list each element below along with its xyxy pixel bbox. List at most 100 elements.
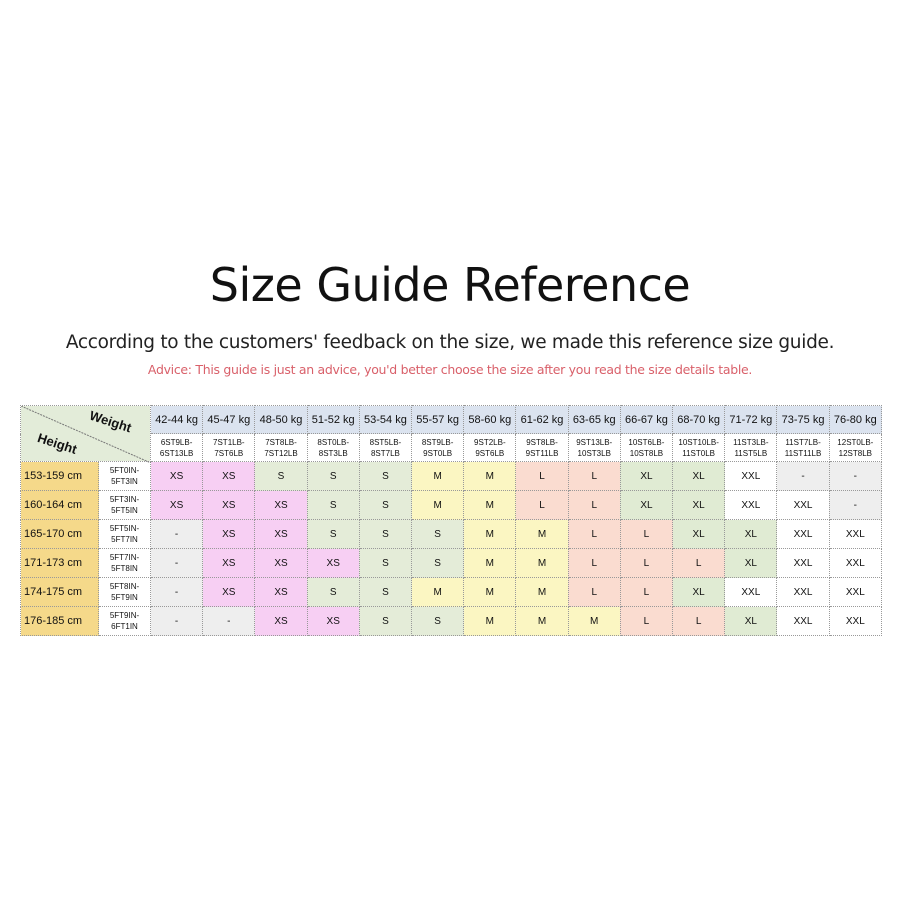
size-cell: XS [202,577,256,607]
size-cell: S [358,519,413,549]
weight-st-header: 8ST0LB- 8ST3LB [306,433,360,462]
size-cell: XS [306,548,360,578]
advice-note: Advice: This guide is just an advice, yo… [147,362,753,377]
size-cell: XXL [828,519,883,549]
size-cell: S [358,461,413,491]
weight-kg-header: 66-67 kg [619,405,674,434]
table-row: 160-164 cm 5FT3IN- 5FT5IN XS XS XS S S M M L L XL XL X… [20,490,883,520]
size-cell: XL [724,519,778,549]
weight-st-header: 8ST5LB- 8ST7LB [358,433,413,462]
size-cell: - [828,461,883,491]
size-cell: L [619,548,674,578]
size-cell: S [254,461,308,491]
weight-kg-header: 68-70 kg [672,405,726,434]
weight-st-header: 10ST10LB- 11ST0LB [672,433,726,462]
size-cell: M [411,577,465,607]
table-row: 176-185 cm 5FT9IN- 6FT1IN - - XS XS S S M M M L L XL XX… [20,606,883,636]
size-cell: L [567,461,621,491]
size-cell: S [358,577,413,607]
size-cell: S [358,606,413,636]
size-cell: XXL [776,519,830,549]
size-cell: - [828,490,883,520]
size-cell: - [149,577,204,607]
size-cell: - [149,519,204,549]
weight-kg-header: 63-65 kg [567,405,621,434]
size-cell: XS [202,461,256,491]
size-cell: M [567,606,621,636]
size-cell: XS [149,461,204,491]
weight-st-header: 6ST9LB- 6ST13LB [149,433,204,462]
size-cell: M [515,606,569,636]
size-cell: L [567,577,621,607]
weight-st-header: 7ST1LB- 7ST6LB [202,433,256,462]
table-row: 153-159 cm 5FT0IN- 5FT3IN XS XS S S S M M L L XL XL XX… [20,461,883,491]
size-cell: S [411,519,465,549]
weight-st-header: 9ST13LB- 10ST3LB [567,433,621,462]
size-cell: XL [672,519,726,549]
size-cell: XXL [776,606,830,636]
size-cell: XXL [724,577,778,607]
size-cell: XL [672,461,726,491]
size-cell: L [567,490,621,520]
size-cell: XL [724,548,778,578]
size-cell: XS [254,519,308,549]
size-cell: XL [619,461,674,491]
height-cm: 171-173 cm [20,548,99,578]
subtitle: According to the customers' feedback on … [65,332,835,353]
weight-st-header: 8ST9LB- 9ST0LB [411,433,465,462]
size-cell: XL [724,606,778,636]
weight-kg-header: 71-72 kg [724,405,778,434]
size-cell: M [515,577,569,607]
weight-st-header: 10ST6LB- 10ST8LB [619,433,674,462]
size-cell: M [411,490,465,520]
size-cell: S [306,461,360,491]
size-cell: L [515,461,569,491]
size-cell: XS [202,519,256,549]
size-cell: S [358,490,413,520]
header-row-kg: Weight Height 42-44 kg 45-47 kg 48-50 kg 51-5… [20,405,883,463]
height-ft: 5FT0IN- 5FT3IN [98,461,151,491]
size-cell: XXL [724,490,778,520]
weight-kg-header: 58-60 kg [463,405,517,434]
corner-header: Weight Height [20,405,151,463]
size-cell: S [306,519,360,549]
size-cell: L [619,577,674,607]
size-cell: XS [202,548,256,578]
size-cell: XXL [828,577,883,607]
size-table: Weight Height 42-44 kg 45-47 kg 48-50 kg 51-5… [20,405,883,636]
size-cell: XL [672,577,726,607]
size-cell: - [149,548,204,578]
size-cell: M [463,461,517,491]
size-cell: L [567,519,621,549]
size-cell: L [672,606,726,636]
weight-st-header: 12ST0LB- 12ST8LB [828,433,883,462]
size-cell: S [306,490,360,520]
height-ft: 5FT9IN- 6FT1IN [98,606,151,636]
page-title: Size Guide Reference [209,258,691,312]
height-cm: 176-185 cm [20,606,99,636]
size-cell: XS [254,606,308,636]
size-cell: S [411,548,465,578]
weight-kg-header: 55-57 kg [411,405,465,434]
size-cell: M [463,519,517,549]
size-cell: S [411,606,465,636]
size-cell: XXL [828,548,883,578]
size-cell: L [619,519,674,549]
size-cell: M [463,490,517,520]
diagonal-divider [21,406,151,463]
table-row: 174-175 cm 5FT8IN- 5FT9IN - XS XS S S M M M L L XL XXL… [20,577,883,607]
size-cell: M [515,548,569,578]
height-ft: 5FT5IN- 5FT7IN [98,519,151,549]
weight-st-header: 11ST3LB- 11ST5LB [724,433,778,462]
size-cell: M [463,606,517,636]
size-cell: M [463,577,517,607]
size-cell: S [306,577,360,607]
size-cell: XS [149,490,204,520]
weight-st-header: 7ST8LB- 7ST12LB [254,433,308,462]
size-cell: XL [619,490,674,520]
size-cell: L [619,606,674,636]
size-cell: XS [202,490,256,520]
size-cell: L [567,548,621,578]
size-cell: XXL [776,490,830,520]
height-ft: 5FT8IN- 5FT9IN [98,577,151,607]
